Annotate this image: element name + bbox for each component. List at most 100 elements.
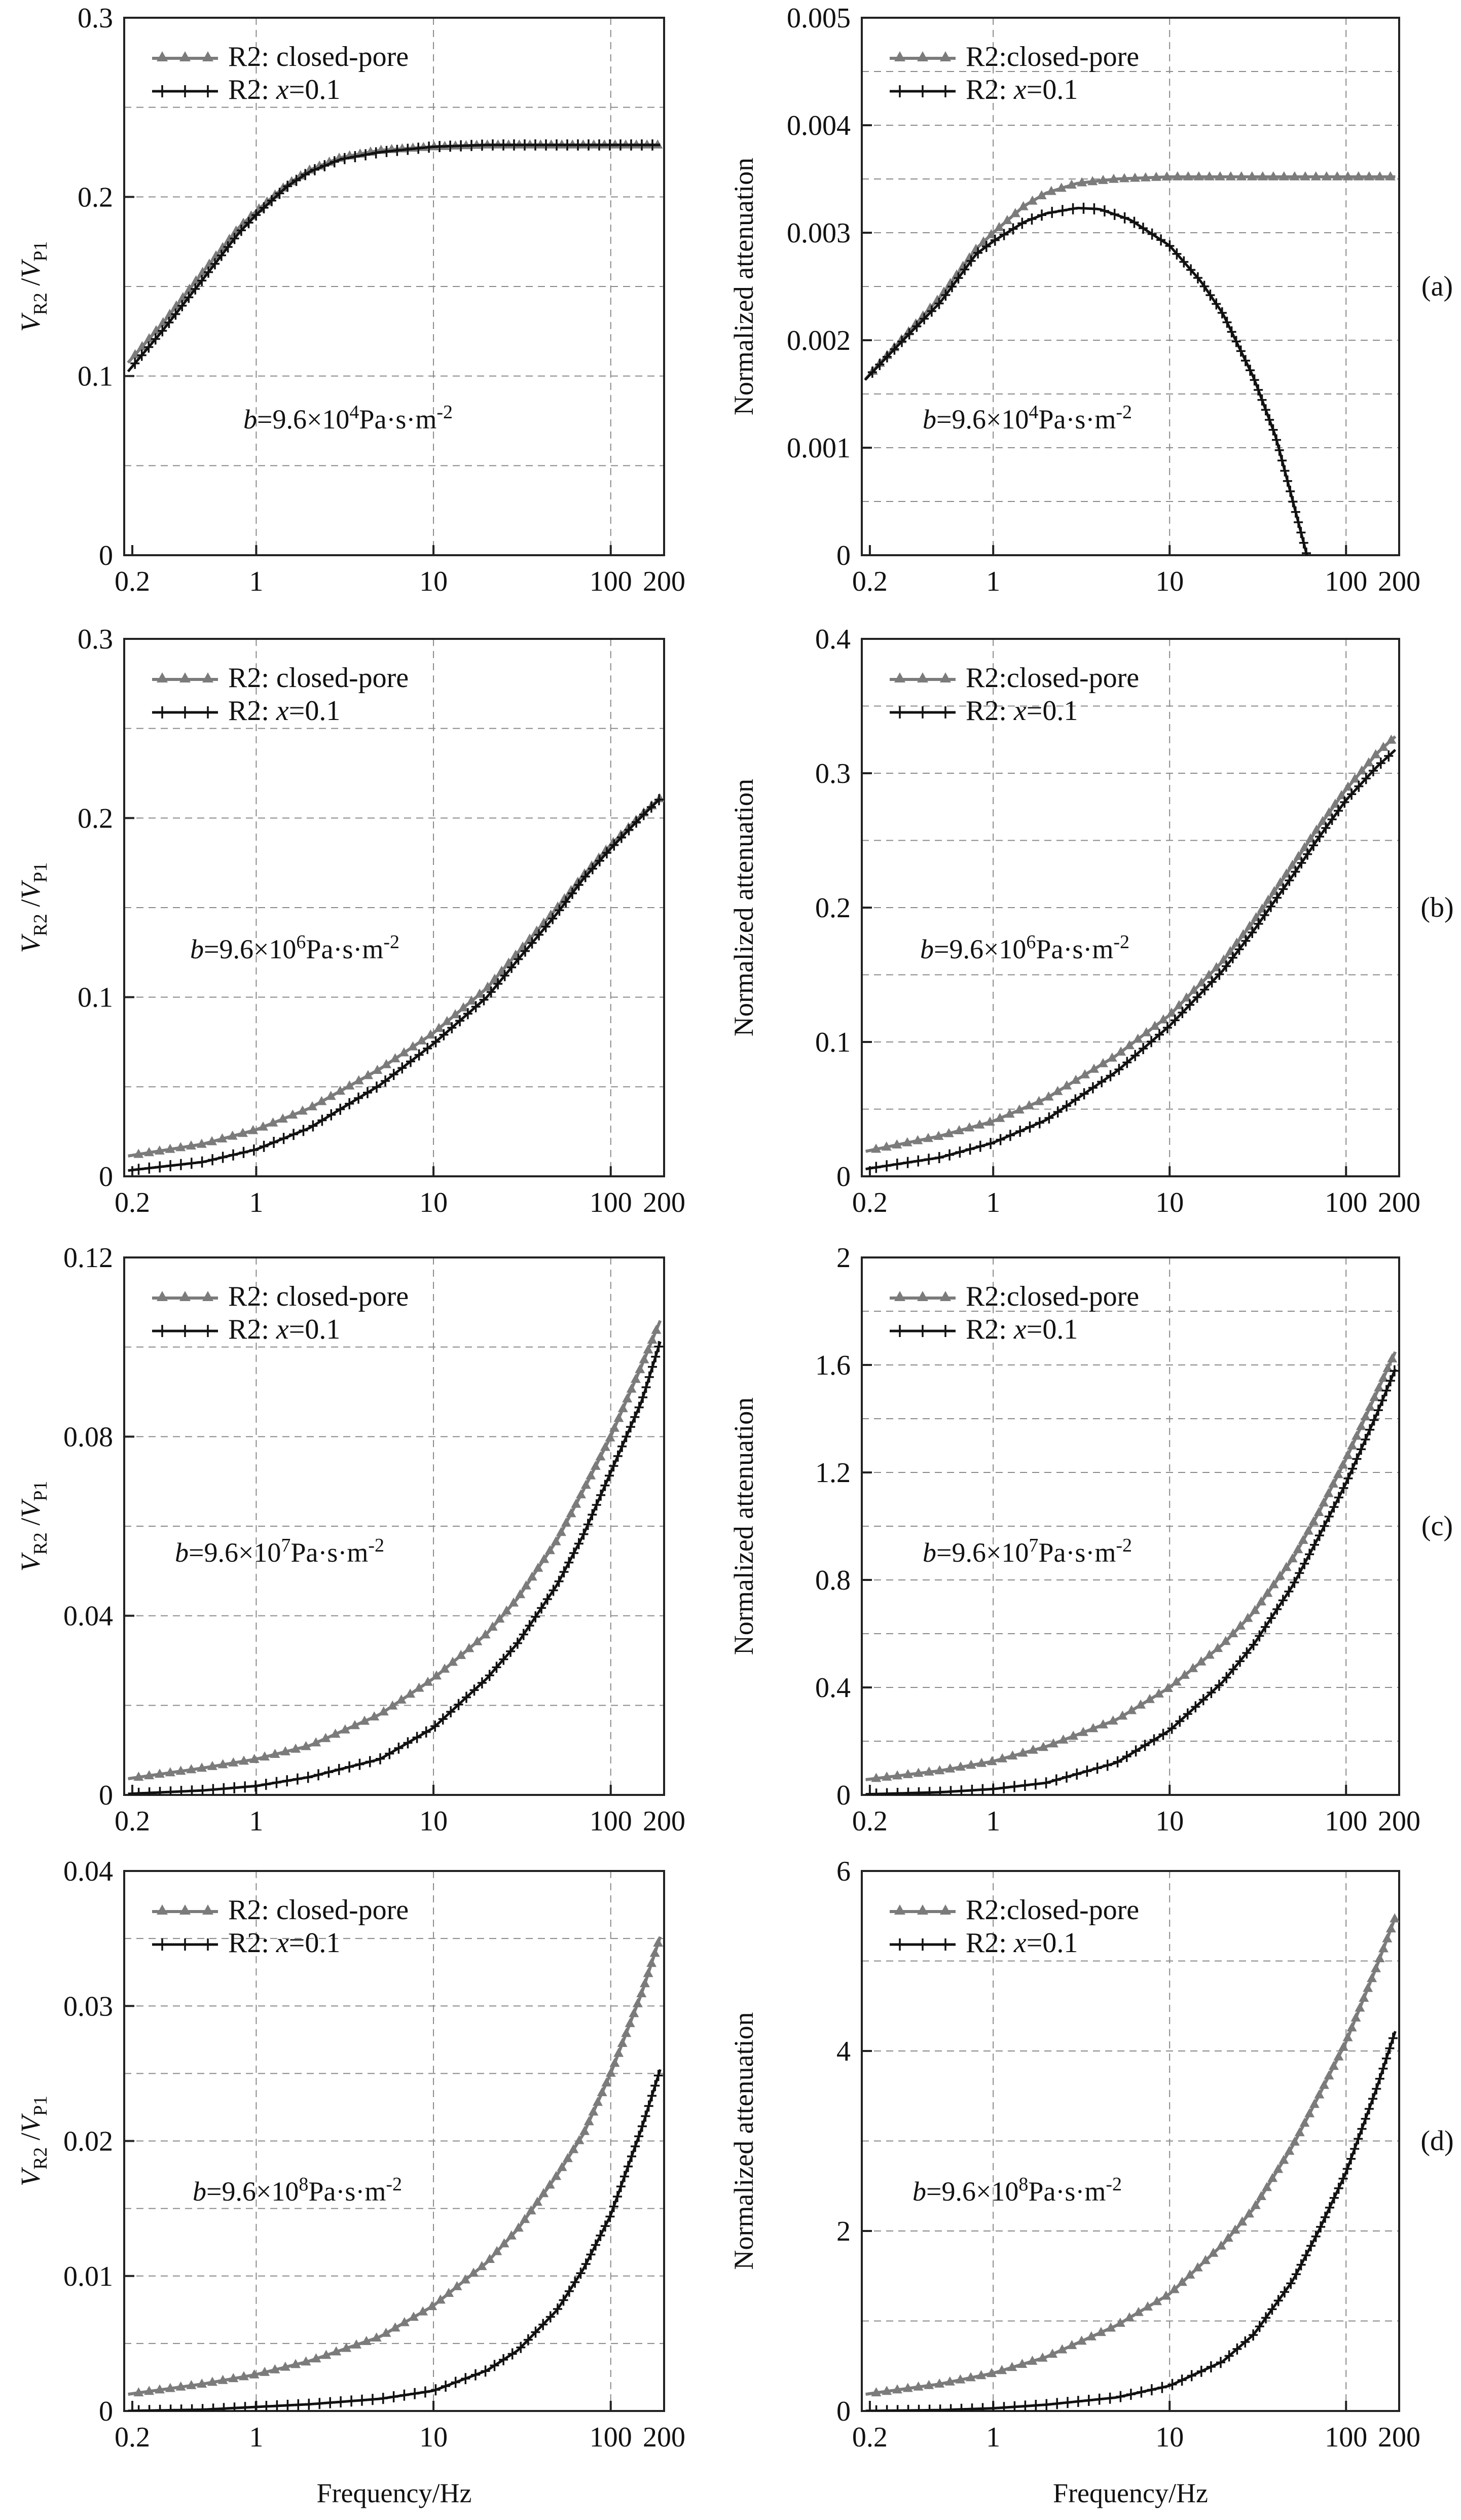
legend-label-open: R2: x=0.1 xyxy=(966,1927,1078,1959)
series-marker xyxy=(1334,2182,1343,2194)
legend-marker xyxy=(157,1904,168,1915)
series-marker xyxy=(294,2399,303,2410)
series-marker xyxy=(947,281,957,293)
series-marker xyxy=(320,160,330,171)
series-marker xyxy=(486,986,496,998)
series-marker xyxy=(1206,290,1215,301)
plot-frame xyxy=(861,1256,1400,1796)
annotation: b=9.6×104Pa·s·m-2 xyxy=(923,402,1132,435)
series-marker xyxy=(408,2312,419,2321)
series-marker xyxy=(1255,2321,1264,2332)
series-marker xyxy=(1089,203,1099,214)
series-marker xyxy=(537,1602,546,1614)
series-marker xyxy=(605,2067,616,2077)
x-tick-label: 100 xyxy=(590,566,632,597)
series-marker xyxy=(1364,171,1374,181)
series-marker xyxy=(283,181,293,192)
series-marker xyxy=(1241,935,1251,947)
series-marker xyxy=(1268,1579,1279,1589)
series-marker xyxy=(485,2254,495,2263)
legend-marker xyxy=(179,1291,191,1301)
annotation: b=9.6×106Pa·s·m-2 xyxy=(920,931,1129,964)
series-marker xyxy=(1268,171,1279,181)
series-marker xyxy=(1206,2361,1216,2372)
series-marker xyxy=(251,1780,261,1792)
series-x-0-1 xyxy=(865,1365,1399,1795)
series-marker xyxy=(155,1769,165,1778)
legend-marker xyxy=(941,1325,950,1337)
series-marker xyxy=(1339,1482,1348,1494)
series-marker xyxy=(1122,1057,1132,1068)
series-marker xyxy=(1266,1612,1276,1624)
series-marker xyxy=(1280,465,1290,477)
series-marker xyxy=(651,1324,662,1334)
series-marker xyxy=(1287,1553,1298,1563)
series-marker xyxy=(311,1737,321,1747)
series-marker xyxy=(1240,355,1250,367)
series-marker xyxy=(1082,1766,1092,1777)
series-marker xyxy=(239,1146,248,1158)
series-marker xyxy=(1338,2173,1348,2184)
series-marker xyxy=(640,1978,650,1988)
series-marker xyxy=(249,1754,260,1763)
series-marker xyxy=(341,2343,352,2352)
series-marker xyxy=(1329,2192,1339,2204)
series-marker xyxy=(941,290,951,301)
series-marker xyxy=(431,1036,441,1048)
legend-marker xyxy=(203,85,212,97)
series-marker xyxy=(1147,2384,1156,2396)
series-marker xyxy=(520,139,529,151)
series-marker xyxy=(935,1786,945,1795)
series-marker xyxy=(361,149,371,161)
legend-marker xyxy=(918,1938,927,1951)
series-marker xyxy=(403,1737,413,1749)
series-marker xyxy=(440,1663,450,1673)
series-marker xyxy=(644,2100,653,2112)
series-marker xyxy=(251,209,261,221)
x-tick-label: 200 xyxy=(1378,1806,1420,1837)
series-marker xyxy=(196,1138,207,1148)
series-marker xyxy=(324,1767,334,1778)
series-marker xyxy=(590,1460,601,1470)
series-marker xyxy=(1361,773,1371,784)
series-marker xyxy=(1356,1421,1366,1430)
series-marker xyxy=(418,2306,428,2316)
series-marker xyxy=(447,1022,457,1033)
series-marker xyxy=(925,1787,934,1795)
series-marker xyxy=(1359,1993,1369,2002)
series-marker xyxy=(1088,1723,1099,1733)
series-marker xyxy=(1242,1647,1252,1659)
series-marker xyxy=(494,1613,505,1623)
series-marker xyxy=(363,1087,372,1098)
series-marker xyxy=(616,2181,626,2192)
series-marker xyxy=(1257,171,1268,181)
series-marker xyxy=(1047,2349,1058,2358)
series-marker xyxy=(1031,2400,1041,2411)
y-axis-title: VR2 /VP1 xyxy=(15,1481,51,1571)
series-marker xyxy=(1079,1088,1089,1100)
series-marker xyxy=(1106,2322,1116,2332)
series-marker xyxy=(556,1527,566,1536)
series-marker xyxy=(155,2384,165,2394)
series-marker xyxy=(871,1162,881,1173)
series-marker xyxy=(354,1092,363,1104)
series-marker xyxy=(1303,1525,1313,1535)
series-marker xyxy=(134,2405,143,2411)
series-marker xyxy=(237,225,246,236)
series-marker xyxy=(934,1765,945,1775)
series-marker xyxy=(1193,171,1204,181)
legend-label-open: R2: x=0.1 xyxy=(966,74,1078,105)
x-tick-label: 0.2 xyxy=(852,566,888,597)
series-marker xyxy=(583,1519,593,1530)
series-marker xyxy=(165,1143,175,1153)
x-axis-title: Frequency/Hz xyxy=(1053,2478,1208,2508)
x-tick-label: 200 xyxy=(643,566,685,597)
series-marker xyxy=(1167,1722,1177,1734)
series-marker xyxy=(260,1751,270,1761)
series-marker xyxy=(1183,1708,1192,1720)
series-marker xyxy=(175,1142,186,1151)
legend-marker xyxy=(203,1325,212,1337)
series-marker xyxy=(576,1489,586,1498)
series-marker xyxy=(1107,1052,1117,1062)
